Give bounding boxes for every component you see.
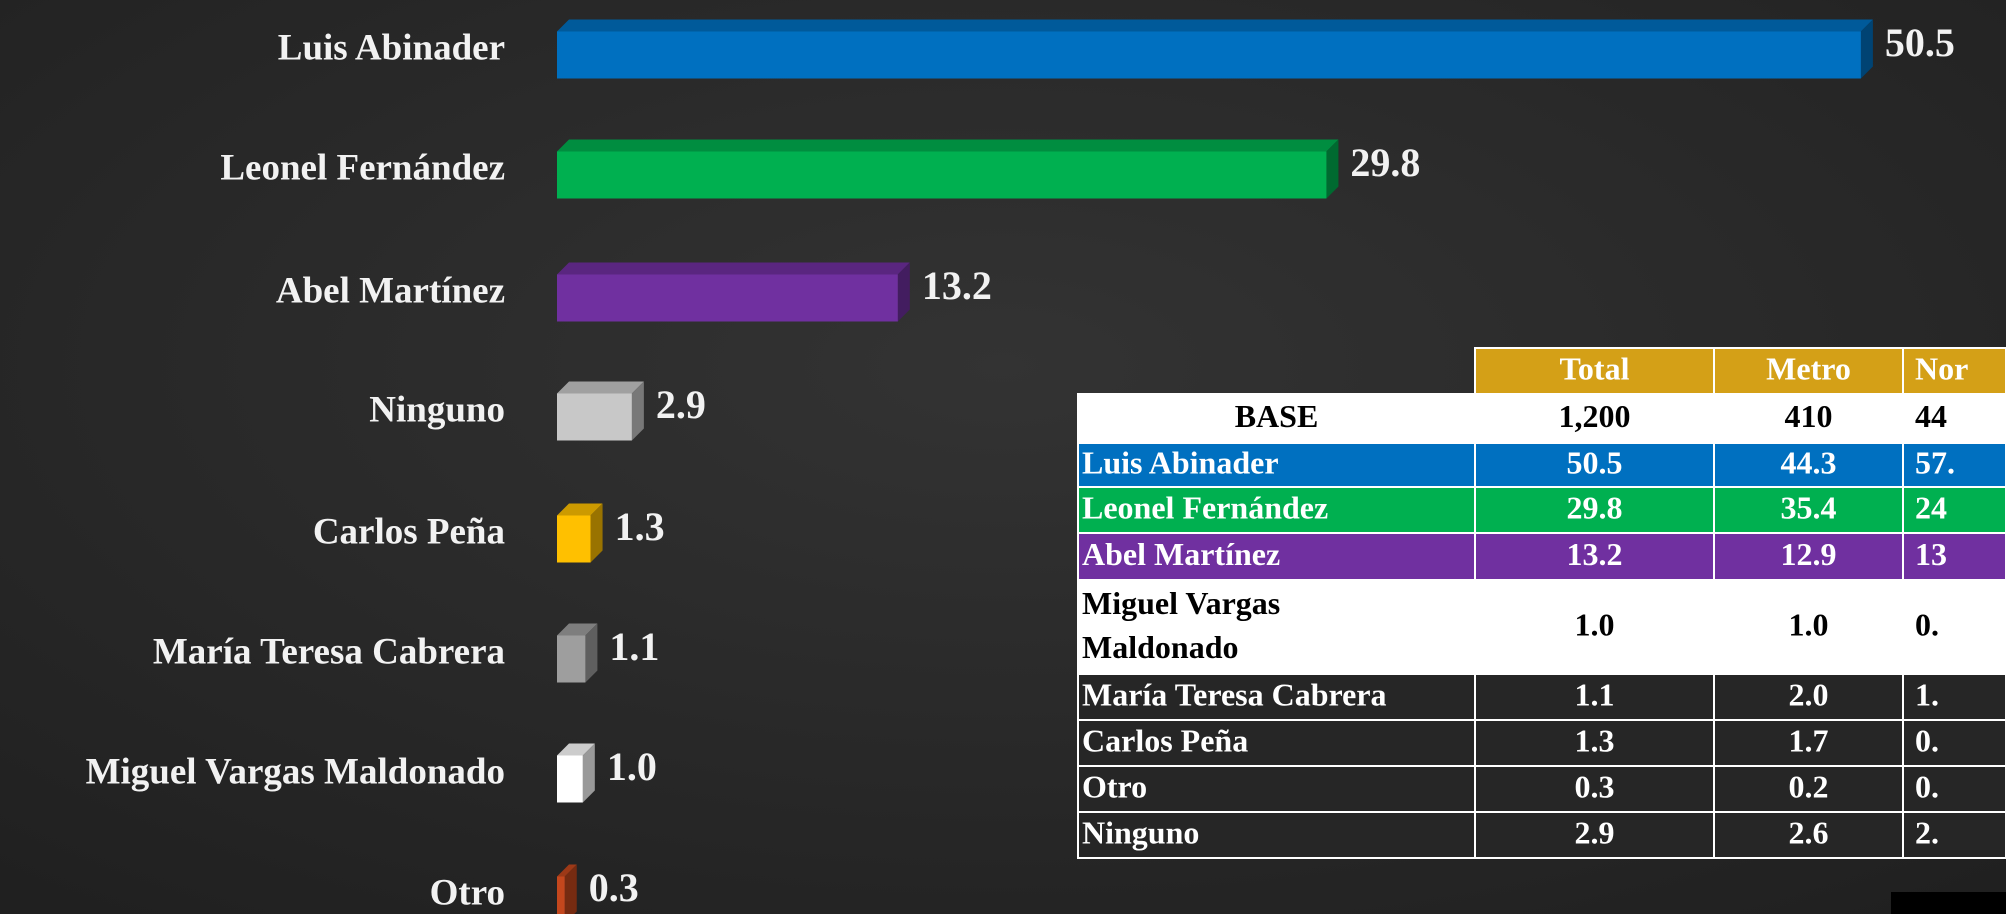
- category-label: Luis Abinader: [278, 27, 505, 68]
- row-bg: [1077, 811, 2006, 859]
- cell: 13.2: [1567, 536, 1623, 572]
- cell: 24: [1915, 489, 1947, 525]
- cell: 2.0: [1789, 676, 1829, 712]
- category-label: Abel Martínez: [276, 270, 505, 311]
- row-label: Otro: [1082, 768, 1147, 804]
- bar-top: [557, 503, 603, 516]
- bar: [557, 515, 591, 563]
- row-bg: [1077, 719, 2006, 767]
- bar: [557, 755, 583, 803]
- cell: 1.3: [1575, 722, 1615, 758]
- bar-side: [1326, 139, 1339, 199]
- cell: 12.9: [1781, 536, 1837, 572]
- value-label: 2.9: [656, 382, 706, 427]
- row-label: Luis Abinader: [1082, 444, 1279, 480]
- bar-top: [557, 262, 910, 275]
- cell: 1.1: [1575, 676, 1615, 712]
- cell: 1.7: [1789, 722, 1829, 758]
- cell: 13: [1915, 536, 1947, 572]
- bar-top: [557, 864, 577, 877]
- cell: 0.3: [1575, 768, 1615, 804]
- value-label: 13.2: [922, 263, 992, 308]
- bar-side: [1860, 19, 1873, 79]
- header-cell: Metro: [1766, 350, 1851, 386]
- row-bg: [1077, 442, 2006, 488]
- bar-side: [897, 262, 910, 322]
- row-bg: [1077, 532, 2006, 581]
- bar: [557, 274, 898, 322]
- bar-side: [590, 503, 603, 563]
- cell: 2.: [1915, 814, 1939, 850]
- bar: [557, 876, 565, 914]
- bar: [557, 151, 1327, 199]
- row-label: Ninguno: [1082, 814, 1199, 850]
- category-label: María Teresa Cabrera: [153, 631, 505, 672]
- row-label: Leonel Fernández: [1082, 489, 1328, 525]
- row-bg: [1077, 486, 2006, 534]
- corner-block: [1891, 892, 2006, 914]
- cell: 0.: [1915, 606, 1939, 642]
- cell: 57.: [1915, 444, 1955, 480]
- bar-side: [564, 864, 577, 914]
- row-label: Carlos Peña: [1082, 722, 1248, 758]
- category-label: Ninguno: [369, 389, 505, 430]
- bar-top: [557, 381, 644, 394]
- value-label: 50.5: [1885, 20, 1955, 65]
- bar-side: [585, 623, 598, 683]
- header-cell: Total: [1560, 350, 1630, 386]
- bar: [557, 393, 632, 441]
- cell: 0.: [1915, 768, 1939, 804]
- cell: 0.: [1915, 722, 1939, 758]
- value-label: 1.1: [609, 624, 659, 669]
- bar-top: [557, 623, 598, 636]
- bar-top: [557, 743, 595, 756]
- header-cell: Nor: [1915, 350, 1968, 386]
- cell: 44.3: [1781, 444, 1837, 480]
- value-label: 0.3: [589, 865, 639, 910]
- bar-side: [631, 381, 644, 441]
- bar: [557, 635, 586, 683]
- category-label: Miguel Vargas Maldonado: [86, 751, 505, 792]
- row-label: BASE: [1235, 398, 1319, 434]
- cell: 29.8: [1567, 489, 1623, 525]
- bar-side: [582, 743, 595, 803]
- value-label: 29.8: [1350, 140, 1420, 185]
- bar-top: [557, 139, 1339, 152]
- bar: [557, 31, 1861, 79]
- cell: 35.4: [1781, 489, 1837, 525]
- value-label: 1.3: [615, 504, 665, 549]
- row-bg: [1077, 579, 2006, 675]
- cell: 2.9: [1575, 814, 1615, 850]
- row-label: María Teresa Cabrera: [1082, 676, 1387, 712]
- cell: 50.5: [1567, 444, 1623, 480]
- value-label: 1.0: [607, 744, 657, 789]
- cell: 1.0: [1789, 606, 1829, 642]
- cell: 1.0: [1575, 606, 1615, 642]
- cell: 1.: [1915, 676, 1939, 712]
- row-bg: [1077, 765, 2006, 813]
- row-label: Miguel Vargas Maldonado: [1082, 585, 1280, 665]
- cell: 2.6: [1789, 814, 1829, 850]
- cell: 410: [1785, 398, 1833, 434]
- cell: 44: [1915, 398, 1947, 434]
- row-label: Abel Martínez: [1082, 536, 1280, 572]
- cell: 1,200: [1559, 398, 1631, 434]
- cell: 0.2: [1789, 768, 1829, 804]
- bar-top: [557, 19, 1873, 32]
- category-label: Carlos Peña: [313, 511, 505, 552]
- category-label: Leonel Fernández: [220, 147, 505, 188]
- category-label: Otro: [430, 872, 505, 913]
- row-bg: [1077, 393, 2006, 444]
